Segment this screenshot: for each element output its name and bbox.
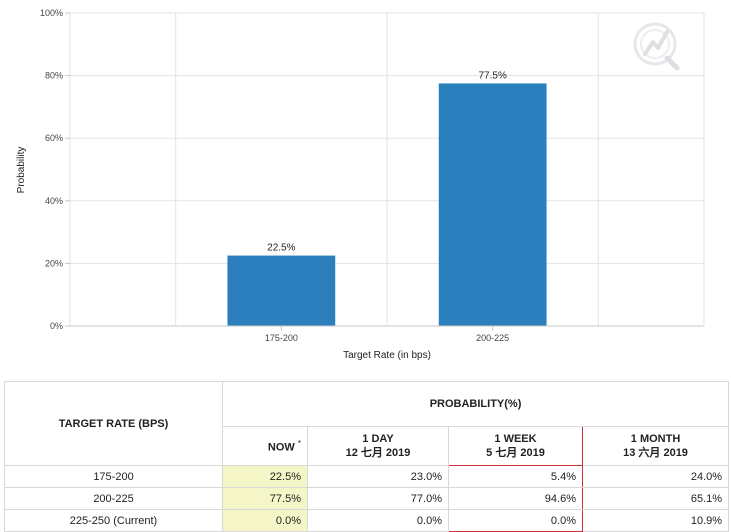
target-rate-header: TARGET RATE (BPS) [4,381,223,466]
cell-1month: 10.9% [581,509,730,532]
row-rate: 225-250 (Current) [4,509,223,532]
x-axis-ticks: 175-200 200-225 [265,326,509,343]
bar-175-200 [227,255,336,326]
col-1day-header: 1 DAY 12 七月 2019 [307,426,449,466]
cell-1day: 23.0% [307,465,449,488]
y-axis-ticks: 0% 20% 40% 60% 80% 100% [40,8,70,331]
col-now-header: NOW * [222,426,308,466]
cell-1day: 77.0% [307,487,449,510]
col-1week-header: 1 WEEK 5 七月 2019 [448,426,583,466]
col-1month-header: 1 MONTH 13 六月 2019 [581,426,730,466]
cell-1week: 5.4% [448,465,583,488]
probability-group-header: PROBABILITY(%) [221,381,730,427]
y-tick-label: 80% [45,71,63,81]
y-axis-title: Probability [16,147,27,194]
y-tick-label: 60% [45,133,63,143]
vertical-gridlines [69,13,705,326]
cell-now: 22.5% [222,465,308,488]
cell-1day: 0.0% [307,509,449,532]
y-tick-label: 20% [45,258,63,268]
x-tick-label: 175-200 [265,333,298,343]
cell-1week: 94.6% [448,487,583,510]
bar-200-225 [438,83,547,326]
bar-data-label: 22.5% [267,243,295,254]
cell-1month: 24.0% [581,465,730,488]
cell-1week: 0.0% [448,509,583,532]
bar-data-label: 77.5% [478,70,506,81]
cell-now: 77.5% [222,487,308,510]
logo-icon [633,22,680,71]
bar-data-labels: 22.5% 77.5% [267,70,507,253]
x-axis-title: Target Rate (in bps) [343,350,431,361]
cell-now: 0.0% [222,509,308,532]
cell-1month: 65.1% [581,487,730,510]
y-tick-label: 100% [40,8,63,18]
table-row: 200-225 77.5% 77.0% 94.6% 65.1% [4,487,730,510]
probability-table: TARGET RATE (BPS) PROBABILITY(%) NOW * 1… [4,381,730,532]
bars [227,83,547,326]
row-rate: 200-225 [4,487,223,510]
row-rate: 175-200 [4,465,223,488]
y-tick-label: 40% [45,196,63,206]
table-row: 175-200 22.5% 23.0% 5.4% 24.0% [4,465,730,488]
probability-chart: 0% 20% 40% 60% 80% 100% 22.5% 77.5% 175-200 200… [16,8,705,361]
table-row: 225-250 (Current) 0.0% 0.0% 0.0% 10.9% [4,509,730,532]
x-tick-label: 200-225 [476,333,509,343]
y-tick-label: 0% [50,321,63,331]
